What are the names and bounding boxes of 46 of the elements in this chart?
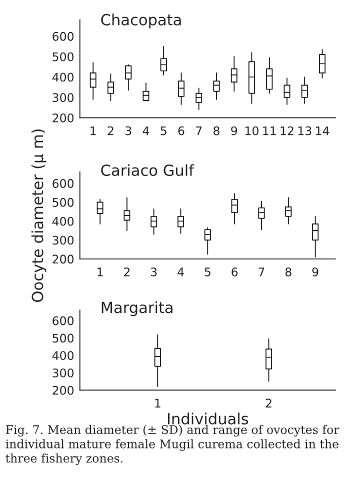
y-tick-label: 200: [52, 114, 74, 122]
x-tick-label: 1: [155, 398, 160, 408]
y-tick-label: 300: [52, 368, 74, 378]
x-tick-label: 3: [151, 267, 157, 276]
x-tick-label: 2: [124, 267, 130, 276]
x-tick-label: 12: [280, 126, 294, 136]
x-axis-title: Individuals: [168, 412, 248, 425]
y-tick-label: 600: [52, 179, 74, 188]
x-tick-label: 4: [142, 126, 150, 136]
y-tick-label: 600: [52, 316, 74, 326]
x-tick-label: 6: [232, 267, 238, 276]
y-tick-label: 200: [52, 386, 74, 395]
y-tick-label: 500: [52, 334, 74, 343]
y-tick-label: 400: [52, 351, 74, 360]
chart-title: Margarita: [102, 301, 172, 316]
x-tick-label: 6: [178, 126, 184, 136]
x-tick-label: 2: [266, 398, 272, 408]
x-tick-label: 5: [204, 268, 210, 276]
x-tick-label: 8: [285, 267, 292, 276]
y-tick-label: 500: [52, 52, 74, 62]
x-tick-label: 1: [98, 268, 103, 276]
y-axis-title: Oocyte diameter (µ m): [31, 129, 46, 302]
y-tick-label: 200: [52, 254, 74, 264]
y-tick-label: 500: [52, 198, 74, 207]
x-tick-label: 7: [258, 268, 264, 276]
y-tick-label: 400: [52, 72, 74, 82]
x-tick-label: 11: [263, 126, 276, 136]
x-tick-label: 4: [178, 268, 184, 276]
x-tick-label: 3: [125, 126, 132, 136]
caption: Fig. 7. Mean diameter (± SD) and range of ovocytes for individual mature female Mugil curema collected in the three fishery zones.: [6, 424, 340, 466]
chart-title: Cariaco Gulf: [101, 164, 194, 176]
x-tick-label: 1: [90, 126, 96, 136]
x-tick-label: 9: [231, 126, 238, 136]
x-tick-label: 2: [108, 126, 114, 136]
x-tick-label: 13: [298, 126, 312, 136]
y-tick-label: 400: [52, 216, 74, 226]
y-tick-label: 600: [52, 32, 74, 41]
x-tick-label: 9: [312, 267, 318, 276]
x-tick-label: 14: [316, 126, 330, 136]
x-tick-label: 10: [246, 126, 258, 136]
y-tick-label: 300: [52, 236, 74, 245]
y-tick-label: 300: [52, 93, 74, 102]
x-tick-label: 8: [214, 126, 220, 136]
x-tick-label: 7: [196, 126, 202, 136]
chart-title: Chacopata: [101, 14, 181, 28]
x-tick-label: 5: [160, 126, 166, 136]
